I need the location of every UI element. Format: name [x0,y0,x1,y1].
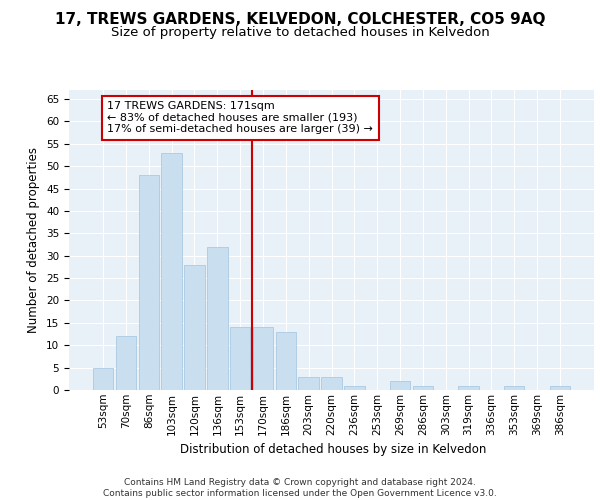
Bar [504,386,524,390]
Text: 17 TREWS GARDENS: 171sqm
← 83% of detached houses are smaller (193)
17% of semi-: 17 TREWS GARDENS: 171sqm ← 83% of detach… [107,101,373,134]
Text: 17, TREWS GARDENS, KELVEDON, COLCHESTER, CO5 9AQ: 17, TREWS GARDENS, KELVEDON, COLCHESTER,… [55,12,545,28]
Bar [161,152,182,390]
Bar [413,386,433,390]
Bar [458,386,479,390]
Bar [550,386,570,390]
Bar [275,332,296,390]
Text: Size of property relative to detached houses in Kelvedon: Size of property relative to detached ho… [110,26,490,39]
Bar [253,328,273,390]
Bar [93,368,113,390]
Bar [207,246,227,390]
Bar [116,336,136,390]
Bar [184,264,205,390]
Bar [230,328,250,390]
Bar [139,175,159,390]
Bar [321,376,342,390]
Text: Distribution of detached houses by size in Kelvedon: Distribution of detached houses by size … [180,442,486,456]
Y-axis label: Number of detached properties: Number of detached properties [28,147,40,333]
Bar [344,386,365,390]
Text: Contains HM Land Registry data © Crown copyright and database right 2024.
Contai: Contains HM Land Registry data © Crown c… [103,478,497,498]
Bar [390,381,410,390]
Bar [298,376,319,390]
